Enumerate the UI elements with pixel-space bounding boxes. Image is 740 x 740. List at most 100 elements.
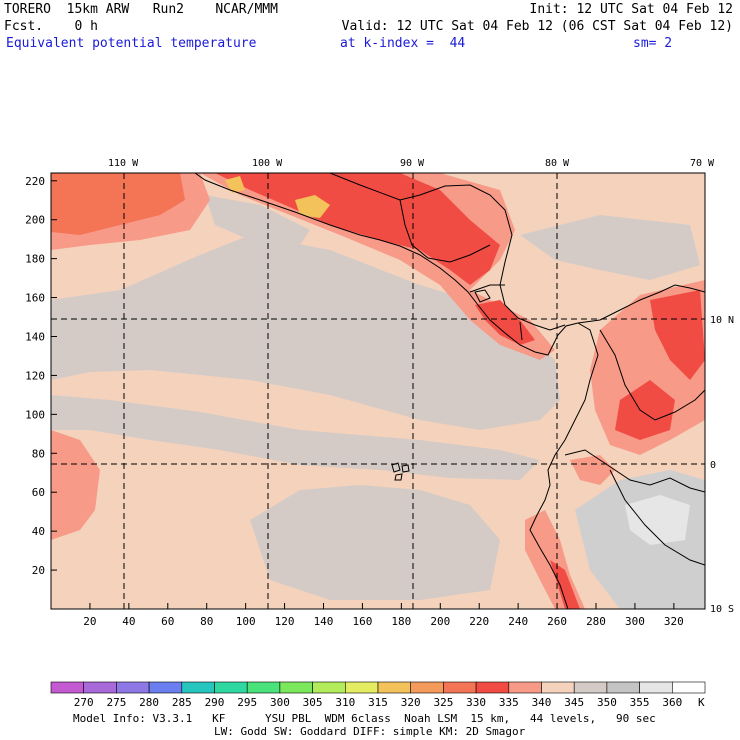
central-america-coast-pacific <box>194 173 579 356</box>
valid-time: Valid: 12 UTC Sat 04 Feb 12 (06 CST Sat … <box>341 19 733 34</box>
y-axis-ticks: 20 40 60 80 100 120 140 160 180 200 220 <box>25 175 57 577</box>
x-tick-label: 160 <box>352 615 372 628</box>
latitude-labels: 10 N 0 10 S <box>710 315 734 615</box>
x-tick-label: 320 <box>664 615 684 628</box>
colorbar-label: 275 <box>106 696 126 709</box>
x-tick-label: 300 <box>625 615 645 628</box>
nw-hot-zone <box>51 173 185 235</box>
colorbar-swatch <box>344 681 379 694</box>
south-america-coast <box>529 322 599 609</box>
lon-label-110w: 110 W <box>108 158 139 169</box>
colorbar-label: 300 <box>270 696 290 709</box>
venezuela-coast <box>577 284 705 324</box>
smoothing: sm= 2 <box>633 36 673 51</box>
colorbar-swatch <box>410 681 444 694</box>
colorbar-swatch <box>83 681 117 694</box>
colorbar-label: 330 <box>466 696 486 709</box>
colorbar-swatch <box>508 681 542 694</box>
honduras-border <box>427 244 491 263</box>
colorbar-swatch <box>377 681 412 694</box>
lat-label-10n: 10 N <box>710 315 734 326</box>
map-frame <box>50 172 706 610</box>
x-tick-label: 240 <box>508 615 528 628</box>
lon-label-100w: 100 W <box>252 158 283 169</box>
y-tick-label: 60 <box>32 486 45 499</box>
amazon-light <box>625 495 690 545</box>
y-tick-label: 20 <box>32 564 45 577</box>
y-tick-label: 100 <box>25 408 45 421</box>
y-tick-label: 40 <box>32 525 45 538</box>
x-tick-label: 220 <box>469 615 489 628</box>
colorbar-swatch <box>671 681 706 694</box>
colorbar-swatch <box>541 681 575 694</box>
x-tick-label: 40 <box>122 615 135 628</box>
y-tick-label: 140 <box>25 331 45 344</box>
lat-label-0: 0 <box>710 460 716 471</box>
colorbar-unit: K <box>698 696 705 709</box>
colorbar-label: 315 <box>368 696 388 709</box>
x-tick-label: 60 <box>161 615 174 628</box>
lat-label-10s: 10 S <box>710 604 734 615</box>
colorbar-swatch <box>573 681 608 694</box>
colorbar-label: 335 <box>499 696 519 709</box>
ocean-grey-patch-east <box>520 215 700 280</box>
colorbar-swatch <box>148 681 183 694</box>
guatemala-border <box>399 199 429 259</box>
colorbar-label: 305 <box>303 696 323 709</box>
y-tick-label: 200 <box>25 214 45 227</box>
ocean-grey-band <box>51 235 560 430</box>
forecast-hour: Fcst. 0 h <box>4 19 98 34</box>
map-field <box>51 173 705 609</box>
sw-warm-zone <box>51 430 100 540</box>
colorbar-label: 310 <box>335 696 355 709</box>
colorbar-label: 280 <box>139 696 159 709</box>
lake-nicaragua <box>474 289 491 303</box>
colorbar-label: 350 <box>597 696 617 709</box>
colorbar-swatch <box>50 681 85 694</box>
colorbar-label: 295 <box>237 696 257 709</box>
ocean-grey-patch-north <box>205 195 310 245</box>
colorbar-label: 345 <box>564 696 584 709</box>
colorbar-swatch <box>475 681 510 694</box>
level-index: at k-index = 44 <box>340 36 466 51</box>
physics-info: LW: Godd SW: Goddard DIFF: simple KM: 2D… <box>214 725 526 738</box>
init-time: Init: 12 UTC Sat 04 Feb 12 <box>529 2 734 17</box>
colombia-border <box>599 329 705 421</box>
colorbar-swatch <box>214 681 248 694</box>
colorbar-swatch <box>181 681 215 694</box>
lat-lon-grid <box>51 173 705 609</box>
x-tick-label: 140 <box>314 615 334 628</box>
colorbar-label: 285 <box>172 696 192 709</box>
honduras-peak <box>295 195 330 218</box>
colorbar-label: 360 <box>662 696 682 709</box>
peru-coast-hot <box>550 560 580 609</box>
ecuador-border <box>564 449 705 493</box>
colorbar-swatch <box>443 681 477 694</box>
x-tick-label: 80 <box>200 615 213 628</box>
model-info: Model Info: V3.3.1 KF YSU PBL WDM 6class… <box>73 712 656 725</box>
x-axis-ticks: 20 40 60 80 100 120 140 160 180 200 220 240 260 280 30… <box>83 603 684 628</box>
lon-label-90w: 90 W <box>400 158 425 169</box>
lon-label-70w: 70 W <box>690 158 715 169</box>
colorbar-label: 320 <box>401 696 421 709</box>
colorbar-label: 290 <box>205 696 225 709</box>
nicaragua-border <box>469 284 505 293</box>
coastlines <box>194 173 705 609</box>
peru-border <box>609 469 705 566</box>
x-tick-label: 20 <box>83 615 96 628</box>
colorbar-swatch <box>639 681 673 694</box>
model-run-title: TORERO 15km ARW Run2 NCAR/MMM <box>4 2 278 17</box>
panama-border <box>519 321 523 341</box>
colorbar-swatch <box>312 681 346 694</box>
central-america-hot <box>215 173 500 285</box>
colombia-hot <box>650 290 705 380</box>
x-tick-label: 280 <box>586 615 606 628</box>
colorbar-label: 270 <box>74 696 94 709</box>
y-tick-label: 160 <box>25 292 45 305</box>
colorbar-label: 340 <box>532 696 552 709</box>
costa-rica-hot <box>475 300 535 345</box>
ocean-grey-south <box>250 485 500 600</box>
y-tick-label: 80 <box>32 447 45 460</box>
mexico-peak <box>225 176 245 193</box>
